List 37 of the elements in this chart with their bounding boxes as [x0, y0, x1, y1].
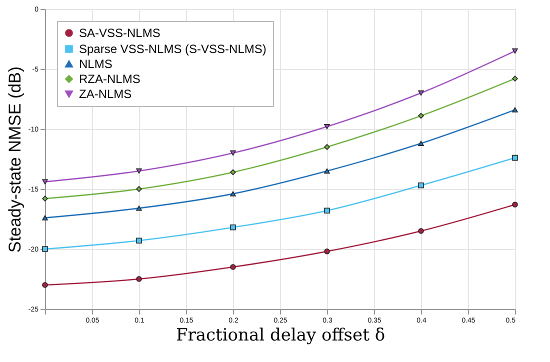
point: [512, 48, 518, 54]
point: [42, 215, 48, 220]
point: [418, 228, 424, 234]
point: [512, 202, 518, 208]
point: [136, 238, 142, 244]
point: [42, 282, 48, 288]
point: [230, 264, 236, 270]
point: [418, 90, 424, 96]
point: [324, 168, 330, 174]
point: [230, 169, 236, 176]
point: [418, 182, 424, 188]
y-axis-title: Steady-state NMSE (dB): [5, 66, 24, 253]
x-axis-title: Fractional delay offset δ: [176, 326, 386, 346]
point: [230, 191, 236, 196]
point: [136, 168, 142, 174]
point: [418, 112, 424, 119]
legend-label: ZA-NLMS: [79, 87, 132, 101]
point: [324, 248, 330, 254]
point: [512, 76, 518, 82]
point: [136, 186, 142, 192]
point: [230, 224, 236, 230]
legend-label: NLMS: [79, 57, 112, 71]
point: [418, 140, 424, 146]
legend-label: RZA-NLMS: [79, 72, 140, 86]
point: [324, 144, 330, 150]
point: [512, 107, 518, 112]
point: [230, 150, 236, 156]
point: [324, 124, 330, 130]
legend-label: SA-VSS-NLMS: [79, 26, 160, 40]
point: [512, 154, 518, 161]
point: [42, 196, 48, 202]
point: [136, 206, 142, 211]
point: [42, 246, 48, 252]
point: [136, 276, 142, 282]
point: [324, 208, 330, 214]
legend-label: Sparse VSS-NLMS (S-VSS-NLMS): [79, 42, 266, 56]
point: [42, 179, 48, 184]
